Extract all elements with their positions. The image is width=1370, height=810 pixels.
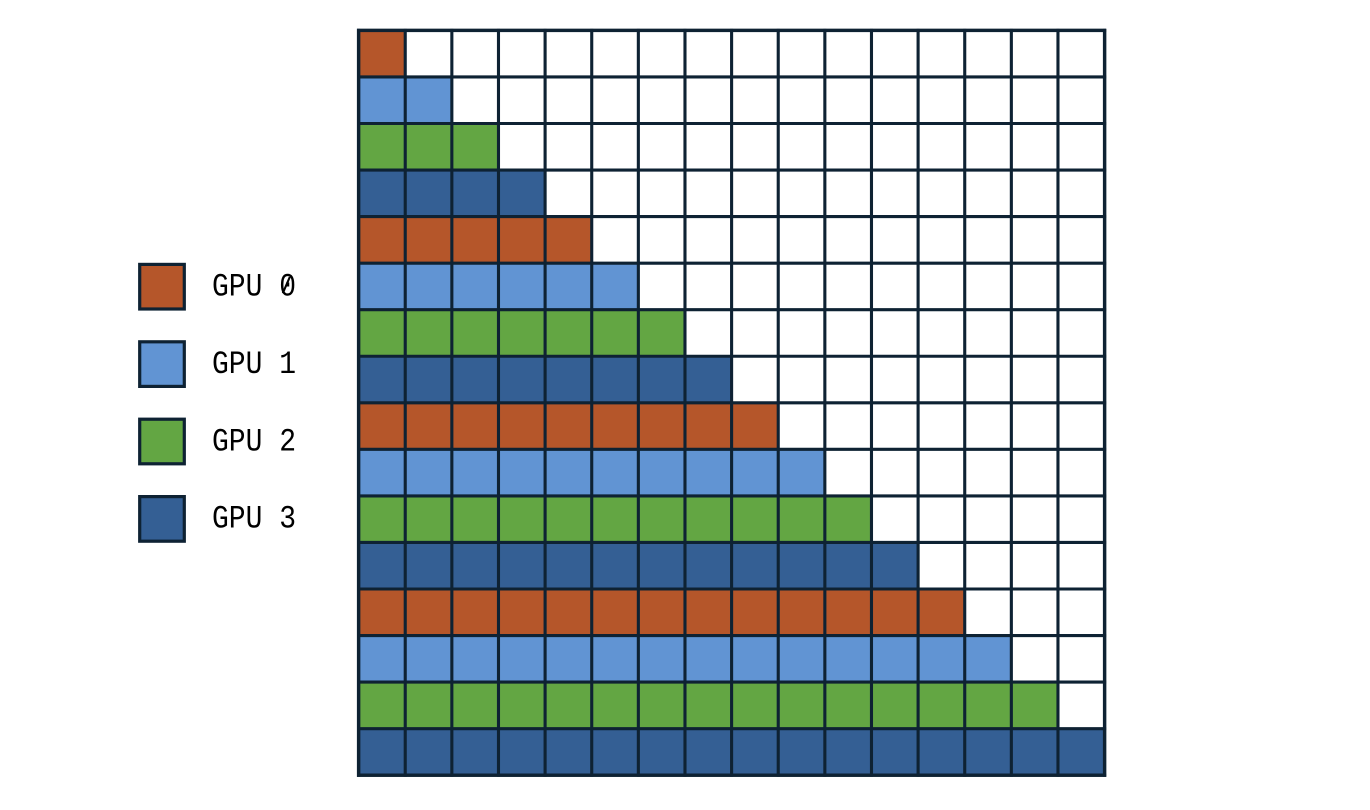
svg-text:GPU 2: GPU 2 xyxy=(212,423,296,460)
svg-text:GPU 0: GPU 0 xyxy=(212,269,296,306)
svg-text:GPU 1: GPU 1 xyxy=(212,346,296,383)
svg-text:GPU 3: GPU 3 xyxy=(212,501,296,538)
